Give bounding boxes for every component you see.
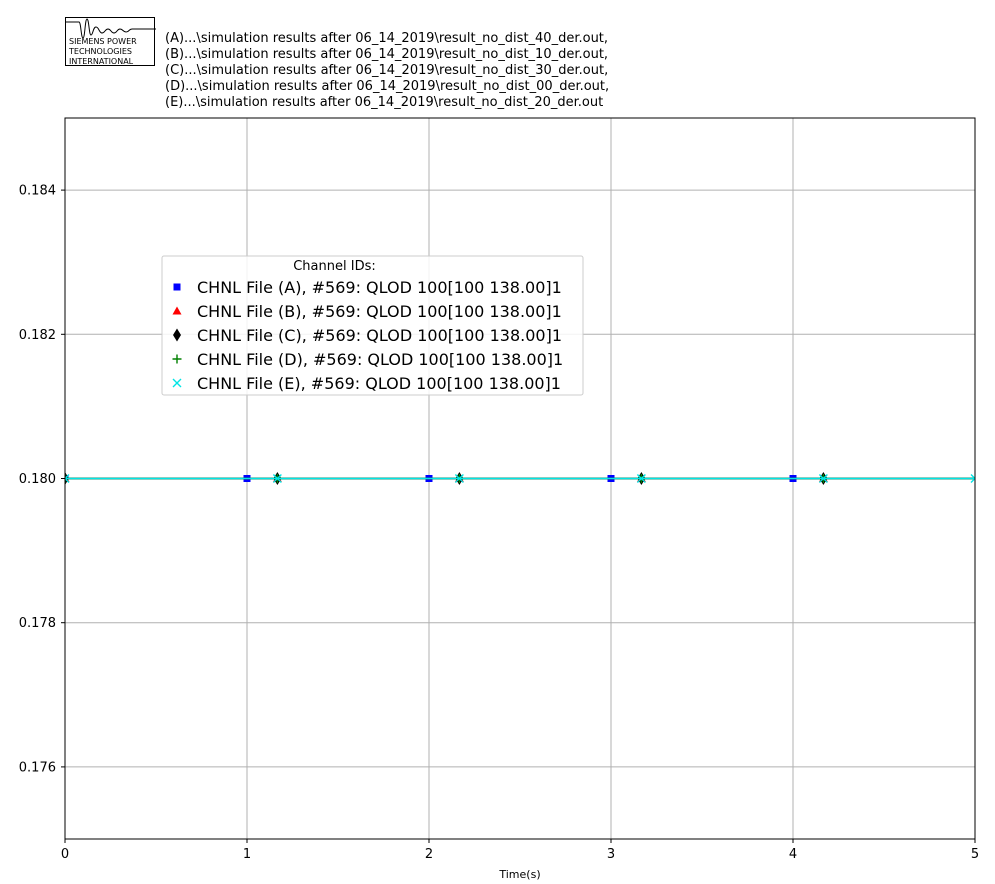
x-tick-label: 5 bbox=[971, 847, 979, 862]
legend-label-1: CHNL File (B), #569: QLOD 100[100 138.00… bbox=[197, 302, 562, 321]
legend-label-3: CHNL File (D), #569: QLOD 100[100 138.00… bbox=[197, 350, 563, 369]
legend-marker-0 bbox=[173, 283, 181, 291]
siemens-logo: SIEMENS POWER TECHNOLOGIES INTERNATIONAL bbox=[65, 17, 156, 66]
logo-text: SIEMENS POWER TECHNOLOGIES INTERNATIONAL bbox=[69, 37, 137, 66]
series-group bbox=[65, 472, 975, 485]
plot-frame bbox=[64, 117, 976, 840]
legend: Channel IDs: CHNL File (A), #569: QLOD 10… bbox=[161, 255, 584, 396]
siemens-pti-wave-logo-icon bbox=[66, 18, 156, 38]
y-tick-label: 0.182 bbox=[19, 328, 56, 343]
legend-marker-3 bbox=[172, 354, 182, 364]
legend-marker-4 bbox=[172, 378, 182, 388]
y-tick-label: 0.178 bbox=[19, 616, 56, 631]
legend-title: Channel IDs: bbox=[293, 259, 376, 274]
legend-marker-1 bbox=[172, 306, 182, 315]
legend-label-0: CHNL File (A), #569: QLOD 100[100 138.00… bbox=[197, 278, 562, 297]
x-tick-label: 3 bbox=[607, 847, 615, 862]
legend-label-4: CHNL File (E), #569: QLOD 100[100 138.00… bbox=[197, 374, 561, 393]
series-point-4 bbox=[272, 474, 282, 483]
file-line-d: (D)...\simulation results after 06_14_20… bbox=[165, 79, 610, 94]
file-line-a: (A)...\simulation results after 06_14_20… bbox=[165, 31, 609, 46]
legend-marker-2 bbox=[173, 328, 181, 342]
y-tick-label: 0.180 bbox=[19, 472, 56, 487]
x-tick-label: 4 bbox=[789, 847, 797, 862]
x-tick-label: 0 bbox=[61, 847, 69, 862]
series-point-4 bbox=[65, 474, 70, 483]
series-point-4 bbox=[818, 474, 828, 483]
series-point-4 bbox=[454, 474, 464, 483]
series-point-4 bbox=[970, 474, 975, 483]
x-tick-label: 1 bbox=[243, 847, 251, 862]
y-tick-label: 0.184 bbox=[19, 184, 56, 199]
series-point-4 bbox=[636, 474, 646, 483]
x-axis-label: Time(s) bbox=[498, 868, 540, 881]
file-line-c: (C)...\simulation results after 06_14_20… bbox=[165, 63, 609, 78]
x-tick-label: 2 bbox=[425, 847, 433, 862]
file-list: (A)...\simulation results after 06_14_20… bbox=[165, 31, 609, 111]
file-line-b: (B)...\simulation results after 06_14_20… bbox=[165, 47, 609, 62]
legend-label-2: CHNL File (C), #569: QLOD 100[100 138.00… bbox=[197, 326, 562, 345]
legend-frame bbox=[161, 255, 584, 396]
y-tick-label: 0.176 bbox=[19, 760, 56, 775]
file-line-e: (E)...\simulation results after 06_14_20… bbox=[165, 95, 604, 110]
